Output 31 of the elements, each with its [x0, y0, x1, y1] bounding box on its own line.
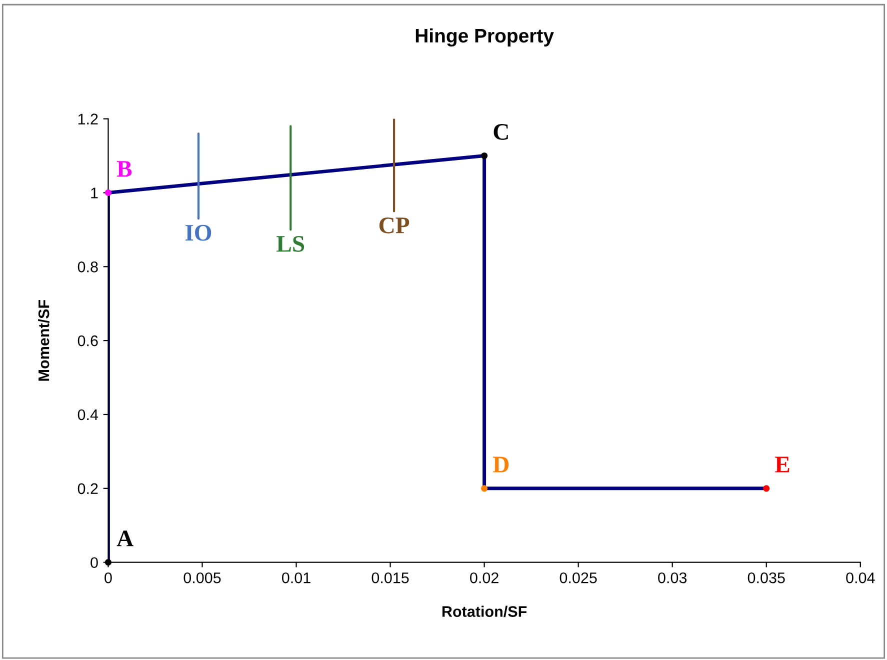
- y-axis-title: Moment/SF: [38, 300, 50, 381]
- series-label: LS: [276, 236, 304, 252]
- x-tick-label: 0.04: [846, 572, 875, 584]
- series-label: E: [775, 456, 790, 472]
- point: [481, 152, 488, 160]
- y-tick-label: 0.4: [78, 409, 98, 420]
- point: [763, 485, 770, 492]
- y-tick-label: 0.2: [78, 483, 98, 494]
- point: [481, 485, 488, 492]
- x-tick-label: 0.01: [282, 572, 310, 584]
- y-tick-label: 0.8: [78, 262, 98, 272]
- x-tick-label: 0.035: [748, 572, 785, 584]
- series-label: C: [494, 124, 508, 140]
- x-tick-label: 0.015: [372, 572, 409, 584]
- y-tick-label: 0.6: [78, 335, 98, 346]
- series-label: B: [116, 161, 132, 177]
- x-tick-label: 0.02: [470, 572, 498, 584]
- x-tick-label: 0.03: [658, 572, 687, 584]
- x-tick-label: 0: [104, 572, 112, 584]
- series-label: IO: [185, 224, 212, 241]
- x-tick-label: 0.005: [184, 572, 221, 584]
- series-label: A: [116, 530, 134, 546]
- series-label: CP: [379, 218, 410, 234]
- series-label: D: [493, 456, 509, 472]
- chart-title: Hinge Property: [416, 28, 554, 47]
- y-tick-label: 1.2: [78, 114, 98, 124]
- point: [104, 189, 112, 196]
- x-axis-title: Rotation/SF: [442, 606, 527, 618]
- y-tick-label: 0: [90, 557, 98, 568]
- x-tick-label: 0.025: [560, 572, 597, 584]
- y-tick-label: 1: [91, 188, 98, 198]
